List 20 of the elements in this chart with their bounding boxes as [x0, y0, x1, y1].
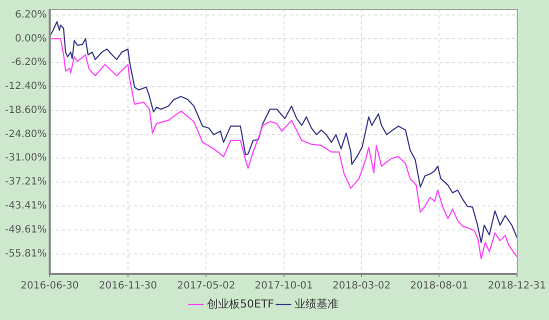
y-tick-label: -24.80%: [4, 128, 47, 140]
x-tick-label: 2018-03-02: [332, 280, 391, 292]
y-tick-label: -37.21%: [4, 176, 47, 188]
legend-label: 创业板50ETF: [207, 297, 274, 310]
y-tick-label: 6.20%: [14, 9, 47, 20]
y-tick-label: -49.61%: [4, 224, 47, 236]
y-tick-label: -31.00%: [4, 152, 47, 164]
y-tick-label: 0.00%: [14, 33, 47, 44]
y-tick-label: -43.41%: [4, 200, 47, 212]
y-tick-label: -55.81%: [4, 248, 47, 260]
y-tick-label: -12.40%: [4, 81, 47, 92]
x-tick-label: 2016-11-30: [98, 280, 158, 292]
y-tick-label: -6.20%: [11, 57, 47, 68]
x-tick-label: 2018-12-31: [488, 280, 546, 292]
x-tick-label: 2016-06-30: [20, 280, 79, 292]
x-tick-label: 2017-10-01: [254, 280, 313, 292]
y-tick-label: -18.60%: [4, 104, 47, 116]
legend-label: 业绩基准: [294, 297, 338, 310]
x-tick-label: 2018-08-01: [410, 280, 468, 292]
x-tick-label: 2017-05-02: [177, 280, 236, 292]
